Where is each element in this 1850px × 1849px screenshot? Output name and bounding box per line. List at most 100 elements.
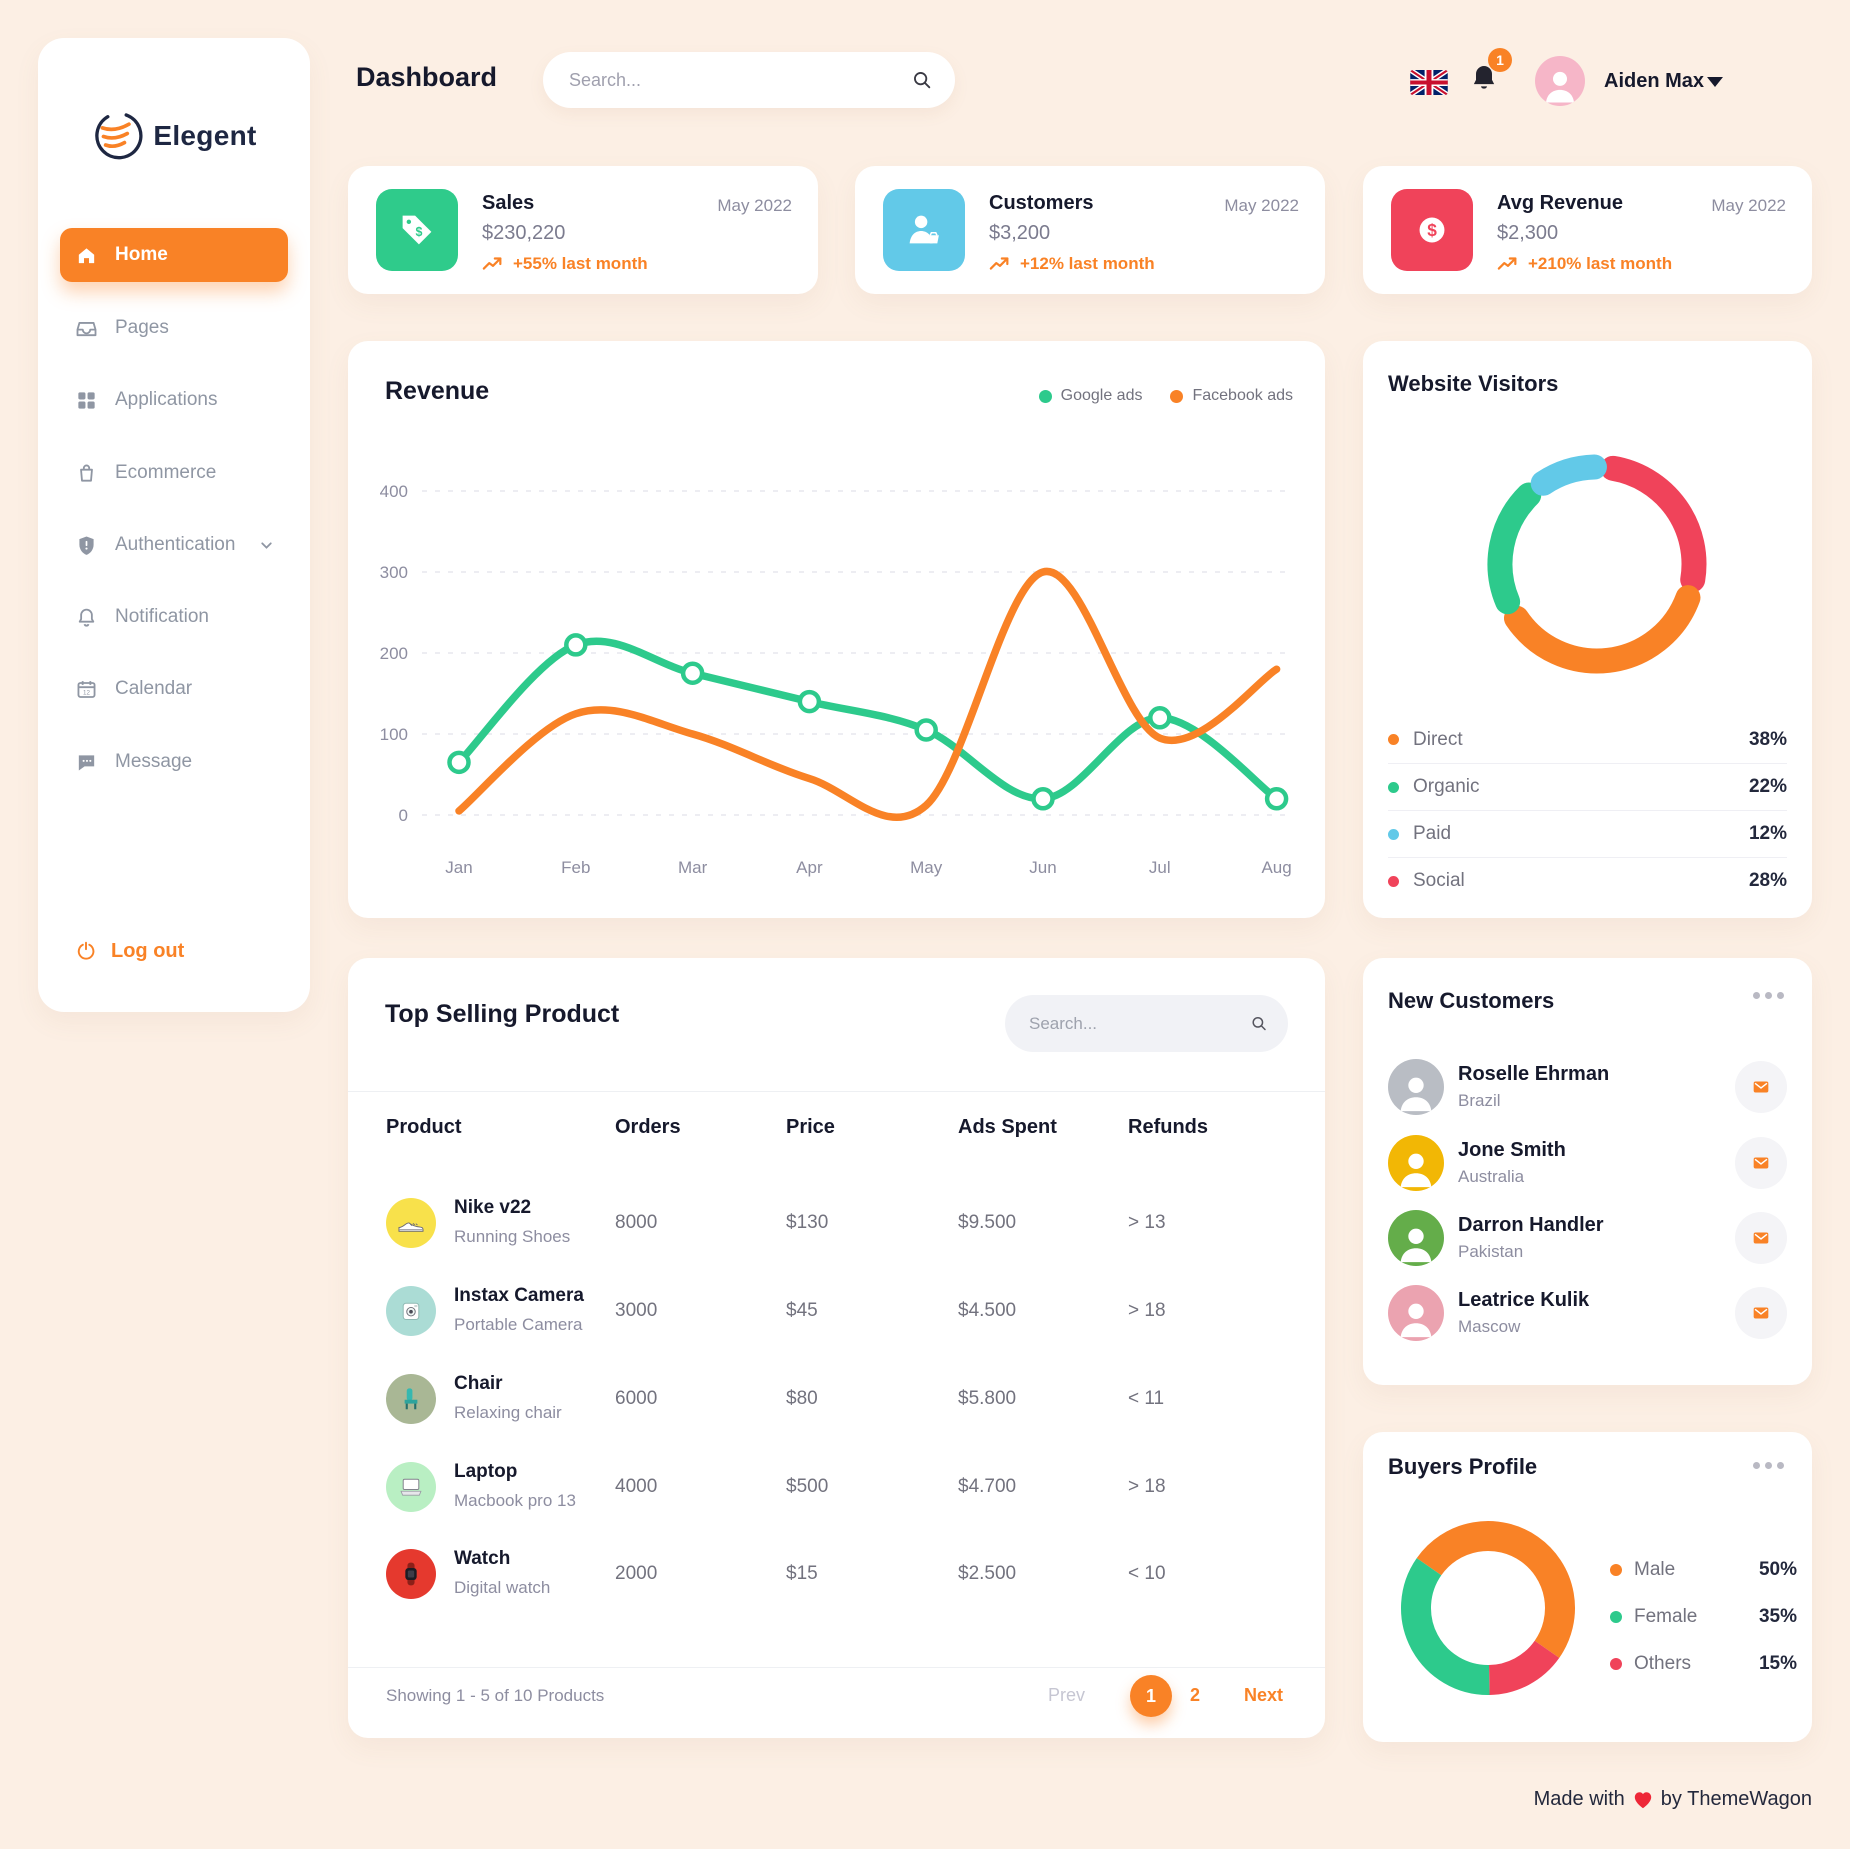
product-avatar <box>386 1462 436 1512</box>
search-icon[interactable] <box>1250 1013 1268 1034</box>
svg-text:12: 12 <box>83 689 90 696</box>
logout-icon <box>77 941 95 960</box>
more-options-icon[interactable] <box>1753 1462 1784 1469</box>
price-cell: $45 <box>786 1300 818 1321</box>
chevron-down-icon <box>261 541 273 549</box>
paid-dot <box>1388 828 1399 840</box>
pagination-prev[interactable]: Prev <box>1048 1685 1086 1705</box>
sidebar-item-home[interactable]: Home <box>60 228 288 282</box>
sidebar-item-calendar[interactable]: 12 Calendar <box>60 669 288 709</box>
person-avatar-icon <box>1400 1153 1432 1188</box>
logout-button[interactable]: Log out <box>75 931 184 971</box>
orders-cell: 2000 <box>615 1563 658 1584</box>
legend-row-direct: Direct 38% <box>1388 716 1787 763</box>
user-avatar[interactable] <box>1535 56 1585 106</box>
ads-spent-cell: $4.500 <box>958 1300 1017 1321</box>
svg-text:Jan: Jan <box>445 858 472 877</box>
sidebar-item-notification[interactable]: Notification <box>60 597 288 637</box>
top-selling-title: Top Selling Product <box>385 1000 620 1028</box>
new-customers-card: New Customers Roselle Ehrman Brazil Jone… <box>1363 958 1812 1385</box>
customer-icon <box>883 189 965 271</box>
user-menu-caret-icon[interactable] <box>1706 76 1724 88</box>
column-header-price: Price <box>786 1116 835 1138</box>
legend-row-social: Social 28% <box>1388 857 1787 904</box>
stat-title: Avg Revenue <box>1497 192 1623 214</box>
stat-title: Customers <box>989 192 1094 214</box>
svg-text:$: $ <box>415 225 422 239</box>
divider <box>348 1091 1325 1092</box>
sidebar-item-label: Message <box>115 751 193 772</box>
organic-dot <box>1388 781 1399 793</box>
trend-up-icon <box>989 257 1009 270</box>
customer-avatar <box>1388 1285 1444 1341</box>
legend-facebook-ads: Facebook ads <box>1170 387 1293 405</box>
product-name: Instax Camera <box>454 1285 584 1306</box>
more-options-icon[interactable] <box>1753 992 1784 999</box>
envelope-icon <box>1753 1081 1769 1093</box>
revenue-line-chart: 0 100 200 300 400 Jan Feb Mar Apr May Jun Jul Aug <box>380 482 1292 877</box>
sidebar-item-message[interactable]: Message <box>60 742 288 782</box>
top-selling-card: Top Selling Product Product Orders Price… <box>348 958 1325 1738</box>
customer-row: Leatrice Kulik Mascow <box>1388 1285 1787 1341</box>
person-avatar-icon <box>1400 1077 1432 1112</box>
person-avatar-icon <box>1546 71 1574 103</box>
notifications-button[interactable] <box>1468 60 1502 100</box>
buyers-profile-title: Buyers Profile <box>1388 1454 1538 1479</box>
sidebar-item-label: Authentication <box>115 534 236 555</box>
language-flag-uk[interactable] <box>1410 70 1448 95</box>
legend-row-others: Others 15% <box>1610 1640 1797 1687</box>
global-search-input[interactable] <box>569 69 911 91</box>
notification-bell-icon <box>1473 66 1495 89</box>
send-mail-button[interactable] <box>1735 1287 1787 1339</box>
sidebar-item-ecommerce[interactable]: Ecommerce <box>60 453 288 493</box>
laptop-icon <box>400 1478 422 1496</box>
chair-icon <box>404 1388 418 1410</box>
customer-row: Roselle Ehrman Brazil <box>1388 1059 1787 1115</box>
social-dot <box>1388 875 1399 887</box>
product-avatar <box>386 1286 436 1336</box>
price-cell: $130 <box>786 1212 829 1233</box>
product-name: Laptop <box>454 1461 518 1482</box>
product-subtitle: Relaxing chair <box>454 1403 562 1422</box>
customer-row: Jone Smith Australia <box>1388 1135 1787 1191</box>
send-mail-button[interactable] <box>1735 1137 1787 1189</box>
website-visitors-title: Website Visitors <box>1388 371 1559 396</box>
sidebar-item-label: Notification <box>115 606 209 627</box>
male-dot <box>1610 1563 1622 1576</box>
pagination-next[interactable]: Next <box>1244 1685 1284 1705</box>
sidebar-item-applications[interactable]: Applications <box>60 380 288 420</box>
applications-icon <box>78 391 95 409</box>
table-row: Laptop Macbook pro 13 4000 $500 $4.700 >… <box>348 1444 1325 1531</box>
trend-up-icon <box>482 257 502 270</box>
product-subtitle: Running Shoes <box>454 1227 571 1246</box>
brand-name: Elegent <box>153 120 257 151</box>
search-icon[interactable] <box>911 69 933 91</box>
direct-dot <box>1388 734 1399 745</box>
uk-flag-icon <box>1410 70 1448 95</box>
send-mail-button[interactable] <box>1735 1212 1787 1264</box>
svg-text:0: 0 <box>399 806 408 825</box>
customer-country: Australia <box>1458 1167 1525 1186</box>
stat-title: Sales <box>482 192 535 214</box>
product-avatar <box>386 1374 436 1424</box>
sidebar-item-pages[interactable]: Pages <box>60 308 288 348</box>
dollar-icon: $ <box>1391 189 1473 271</box>
revenue-legend: Google ads Facebook ads <box>1038 387 1293 405</box>
sidebar-item-label: Home <box>115 244 168 265</box>
stat-card-customers: Customers May 2022 $3,200 +12% last mont… <box>855 166 1325 294</box>
pagination-page-2[interactable]: 2 <box>1190 1685 1201 1705</box>
customer-name: Darron Handler <box>1458 1214 1604 1236</box>
legend-row-female: Female 35% <box>1610 1593 1797 1640</box>
table-row: Instax Camera Portable Camera 3000 $45 $… <box>348 1268 1325 1355</box>
user-name[interactable]: Aiden Max <box>1604 70 1705 92</box>
global-search <box>543 52 955 108</box>
sidebar-item-authentication[interactable]: Authentication <box>60 525 288 565</box>
table-search-input[interactable] <box>1029 1013 1250 1034</box>
others-dot <box>1610 1657 1622 1670</box>
product-name: Nike v22 <box>454 1197 532 1218</box>
divider <box>348 1667 1325 1668</box>
customer-country: Mascow <box>1458 1317 1521 1336</box>
facebook-ads-dot <box>1170 389 1184 403</box>
send-mail-button[interactable] <box>1735 1061 1787 1113</box>
pagination-page-1[interactable]: 1 <box>1130 1675 1172 1717</box>
